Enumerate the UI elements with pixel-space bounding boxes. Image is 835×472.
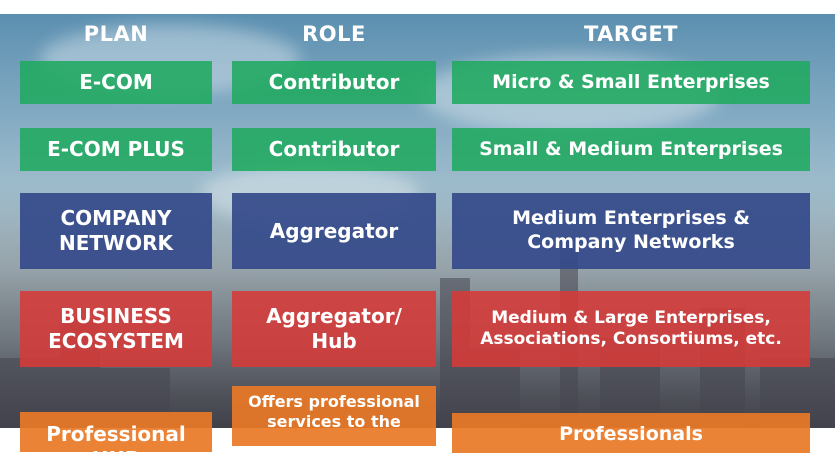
target-cell: Professionals [452,413,810,453]
plan-cell: BUSINESS ECOSYSTEM [20,291,212,367]
target-cell: Medium & Large Enterprises, Associations… [452,291,810,367]
plan-cell: E-COM [20,61,212,104]
target-cell: Small & Medium Enterprises [452,128,810,171]
role-cell: Offers professional services to the [232,386,436,446]
target-cell: Micro & Small Enterprises [452,61,810,104]
plan-cell: E-COM PLUS [20,128,212,171]
header-role: ROLE [302,22,366,46]
role-cell: Aggregator [232,193,436,269]
target-cell: Medium Enterprises & Company Networks [452,193,810,269]
plan-cell: Professional HUB [20,412,212,471]
header-plan: PLAN [83,22,149,46]
role-cell: Aggregator/ Hub [232,291,436,367]
header-target: TARGET [583,22,679,46]
plan-cell: COMPANY NETWORK [20,193,212,269]
role-cell: Contributor [232,61,436,104]
role-cell: Contributor [232,128,436,171]
